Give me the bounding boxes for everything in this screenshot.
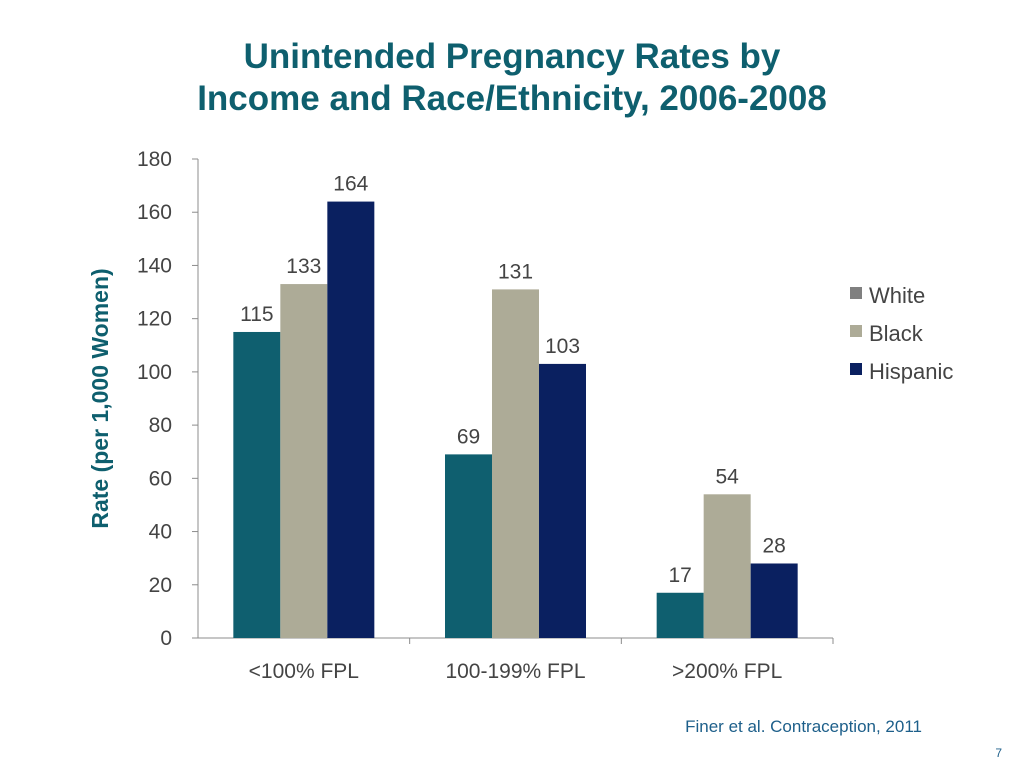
x-tick-label: 100-199% FPL [445,660,585,683]
y-tick-label: 180 [137,148,172,171]
legend-swatch-hispanic [850,363,862,375]
data-label: 28 [762,534,785,557]
data-label: 164 [333,173,368,196]
bar-hispanic [750,563,798,638]
bar-black [492,289,539,638]
data-label: 115 [240,303,273,326]
slide-title-line-1: Unintended Pregnancy Rates by [243,37,781,76]
y-tick-label: 40 [149,521,172,544]
legend-swatch-black [850,325,862,337]
y-tick-label: 120 [137,308,172,331]
page-number: 7 [995,746,1002,760]
bar-white [445,454,492,638]
y-tick-label: 20 [149,574,172,597]
legend-label-white: White [869,283,925,308]
x-tick-label: <100% FPL [249,660,359,683]
bar-white [233,331,281,638]
bar-hispanic [327,201,375,639]
bar-black [703,494,751,638]
x-tick-label: >200% FPL [672,660,782,683]
y-tick-label: 100 [137,361,172,384]
citation-text: Finer et al. Contraception, 2011 [685,717,922,736]
y-axis-title: Rate (per 1,000 Women) [87,268,113,528]
y-tick-label: 60 [149,467,172,490]
data-label: 17 [668,564,691,587]
y-tick-label: 140 [137,254,172,277]
legend-swatch-white [850,287,862,299]
legend-label-black: Black [869,321,924,346]
data-label: 133 [286,255,321,278]
y-tick-label: 0 [160,627,172,650]
data-label: 131 [498,260,533,283]
bar-hispanic [539,363,586,638]
data-label: 69 [457,425,480,448]
y-tick-label: 160 [137,201,172,224]
slide-title: Unintended Pregnancy Rates by Income and… [0,36,1024,120]
slide-title-line-2: Income and Race/Ethnicity, 2006-2008 [197,79,827,118]
y-tick-label: 80 [149,414,172,437]
bar-black [280,284,328,638]
data-label: 54 [715,465,739,488]
bar-white [656,592,704,638]
data-label: 103 [545,335,580,358]
legend-label-hispanic: Hispanic [869,359,953,384]
